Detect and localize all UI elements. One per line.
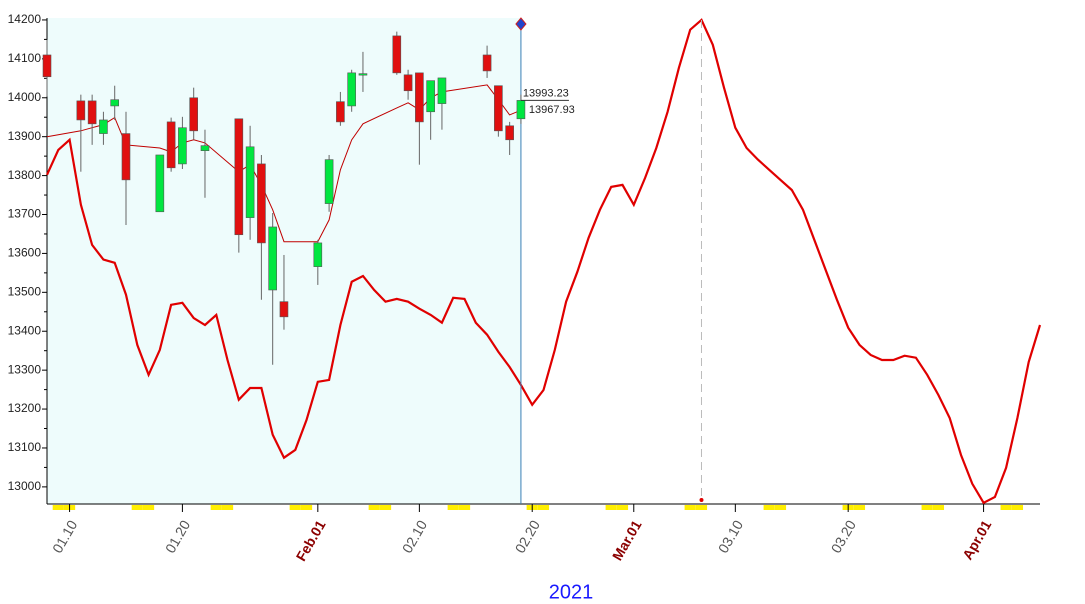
candle-body: [166, 121, 176, 169]
candle-body: [279, 301, 289, 318]
y-tick-label: 13700: [8, 207, 42, 221]
weekend-marker: [774, 505, 787, 510]
y-tick-label: 13500: [8, 284, 42, 298]
candle-body: [268, 226, 277, 291]
candle-body: [189, 97, 198, 132]
candle-body: [99, 119, 108, 134]
weekend-marker: [537, 505, 550, 510]
current-marker: [515, 17, 527, 31]
weekend-marker: [1000, 505, 1012, 510]
candle-body: [324, 159, 334, 204]
candle-body: [336, 101, 345, 123]
candle-body: [110, 99, 120, 107]
y-tick-label: 13200: [8, 401, 42, 415]
x-tick-label: 01.10: [49, 517, 80, 556]
candle-body: [494, 85, 503, 132]
candle-body: [403, 74, 413, 92]
y-tick-label: 13900: [8, 129, 42, 143]
candle-body: [358, 73, 368, 76]
candle-body: [76, 100, 86, 121]
y-tick-label: 13800: [8, 168, 42, 182]
x-tick-label: Feb.01: [293, 517, 329, 564]
weekend-marker: [221, 505, 234, 510]
weekend-marker: [300, 505, 313, 510]
candle-body: [347, 72, 356, 107]
x-tick-label: 03.10: [715, 517, 746, 556]
candle-body: [234, 118, 244, 236]
candle-body: [392, 35, 402, 74]
y-tick-label: 14000: [8, 90, 42, 104]
candle-body: [155, 154, 165, 213]
candle-body: [87, 100, 97, 125]
weekend-marker: [210, 505, 222, 510]
weekend-marker: [616, 505, 629, 510]
candle-body: [505, 125, 514, 141]
candle-body: [437, 77, 447, 104]
weekend-marker: [447, 505, 459, 510]
weekend-marker: [458, 505, 471, 510]
y-tick-label: 13300: [8, 362, 42, 376]
weekend-marker: [1011, 505, 1024, 510]
y-tick-label: 13100: [8, 440, 42, 454]
x-tick-label: Apr.01: [959, 517, 994, 562]
y-tick-label: 14100: [8, 51, 42, 65]
y-tick-label: 13600: [8, 246, 42, 260]
candle-body: [178, 127, 187, 165]
candle-body: [121, 133, 131, 181]
forecast-line: [45, 18, 1042, 505]
y-tick-label: 13000: [8, 479, 42, 493]
x-tick-label: Mar.01: [609, 517, 645, 563]
weekend-marker: [368, 505, 380, 510]
weekend-marker: [763, 505, 775, 510]
weekend-marker: [932, 505, 945, 510]
x-axis-title: 2021: [549, 581, 594, 603]
weekend-marker: [52, 505, 64, 510]
candle-body: [200, 145, 210, 151]
peak-marker: [699, 498, 704, 502]
candle-body: [257, 163, 266, 244]
x-tick-label: 02.20: [512, 517, 543, 556]
x-tick-label: 01.20: [162, 517, 193, 556]
candle-body: [313, 242, 323, 267]
weekend-marker: [142, 505, 155, 510]
candle-body: [516, 100, 526, 120]
weekend-marker: [695, 505, 708, 510]
price-label: 13967.93: [529, 104, 575, 116]
weekend-marker: [289, 505, 301, 510]
weekend-marker: [131, 505, 143, 510]
y-tick-label: 14200: [8, 12, 42, 26]
candle-body: [42, 54, 52, 78]
candle-body: [415, 72, 424, 123]
weekend-marker: [853, 505, 866, 510]
x-tick-label: 03.20: [828, 517, 859, 556]
x-tick-label: 02.10: [399, 517, 430, 556]
y-tick-label: 13400: [8, 323, 42, 337]
candle-body: [426, 80, 435, 113]
weekend-marker: [921, 505, 933, 510]
candle-body: [482, 54, 492, 72]
candle-body: [245, 146, 255, 218]
weekend-marker: [684, 505, 696, 510]
weekend-marker: [379, 505, 392, 510]
weekend-marker: [605, 505, 617, 510]
price-label: 13993.23: [523, 87, 569, 99]
